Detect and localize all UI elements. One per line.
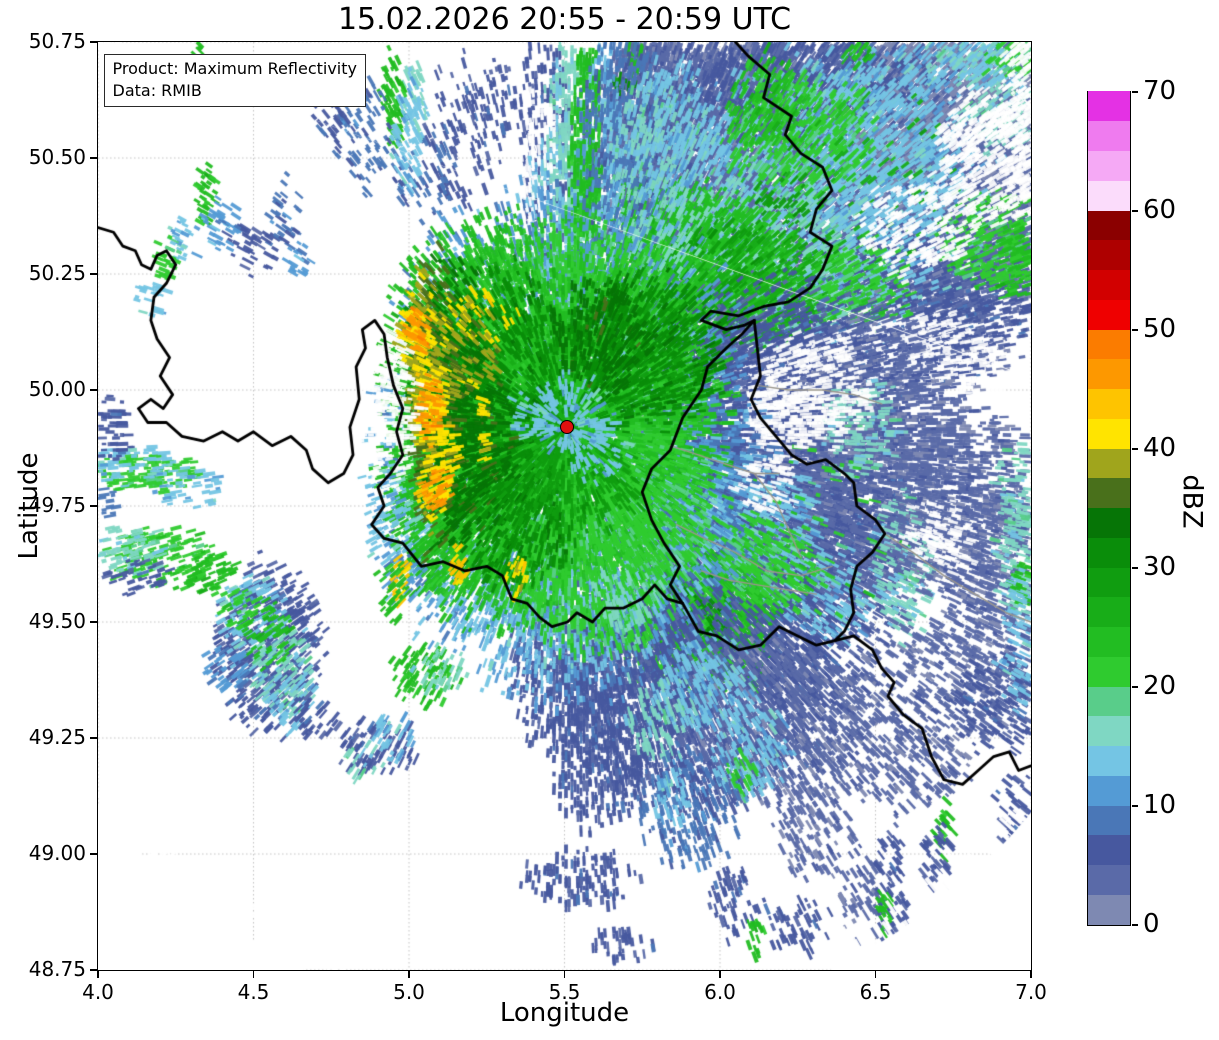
colorbar-segment [1087,180,1130,211]
colorbar-tick-mark [1131,567,1138,569]
x-tick-mark [1030,971,1032,978]
y-tick-label: 49.25 [28,725,86,749]
map-plot-area: Product: Maximum Reflectivity Data: RMIB [96,40,1032,971]
colorbar-segment [1087,626,1130,657]
y-tick-mark [90,505,97,507]
colorbar-tick-label: 70 [1143,76,1177,106]
colorbar-tick-label: 0 [1143,909,1160,939]
x-tick-mark [408,971,410,978]
colorbar-segment [1087,269,1130,300]
y-tick-mark [90,621,97,623]
colorbar-tick-mark [1131,329,1138,331]
data-source-line: Data: RMIB [112,80,202,100]
x-tick-mark [252,971,255,978]
colorbar-segment [1087,537,1130,568]
x-tick-label: 5.0 [393,980,425,1004]
x-tick-mark [874,971,877,978]
colorbar-segment [1087,120,1130,151]
colorbar-tick-label: 10 [1143,790,1177,820]
product-annotation-box: Product: Maximum Reflectivity Data: RMIB [103,53,366,107]
colorbar-segment [1087,567,1130,598]
y-tick-label: 50.00 [28,377,86,401]
x-tick-label: 4.0 [82,980,114,1004]
y-tick-label: 49.75 [28,493,86,517]
colorbar-segment [1087,388,1130,419]
x-tick-label: 7.0 [1015,980,1047,1004]
colorbar-tick-label: 30 [1143,552,1177,582]
colorbar-segment [1087,477,1130,508]
colorbar-segment [1087,507,1130,538]
colorbar-tick-label: 20 [1143,671,1177,701]
colorbar-segment [1087,329,1130,360]
colorbar-tick-mark [1131,924,1138,926]
x-tick-label: 5.5 [548,980,581,1004]
colorbar-segment [1087,596,1130,627]
colorbar-segment [1087,150,1130,181]
radar-map-canvas [97,41,1031,970]
colorbar-segment [1087,805,1130,836]
x-tick-mark [97,971,99,978]
figure-title: 15.02.2026 20:55 - 20:59 UTC [337,2,792,37]
y-tick-label: 50.25 [28,261,86,285]
y-tick-mark [90,853,97,855]
colorbar-segment [1087,745,1130,776]
y-tick-mark [90,737,97,739]
colorbar-tick-mark [1131,91,1138,93]
colorbar-segment [1087,834,1130,865]
y-tick-mark [90,389,97,391]
x-tick-label: 6.5 [859,980,892,1004]
x-tick-mark [563,971,566,978]
colorbar-segment [1087,775,1130,806]
colorbar [1086,90,1131,926]
x-tick-label: 6.0 [704,980,736,1004]
colorbar-tick-mark [1131,448,1138,450]
x-tick-label: 4.5 [237,980,270,1004]
colorbar-tick-label: 40 [1143,433,1177,463]
y-tick-label: 49.00 [28,841,86,865]
colorbar-segment [1087,448,1130,479]
colorbar-tick-mark [1131,686,1138,688]
colorbar-tick-mark [1131,210,1138,212]
colorbar-segment [1087,358,1130,389]
colorbar-unit-label: dBZ [1176,474,1208,529]
y-tick-mark [90,273,97,275]
colorbar-segment [1087,418,1130,449]
colorbar-segment [1087,715,1130,746]
y-tick-mark [90,157,97,159]
product-line: Product: Maximum Reflectivity [112,58,357,78]
y-tick-label: 49.50 [28,609,86,633]
colorbar-segment [1087,239,1130,270]
colorbar-segment [1087,656,1130,687]
x-axis-label: Longitude [499,998,630,1028]
y-tick-label: 50.50 [28,145,86,169]
y-tick-mark [90,969,97,971]
radar-site-marker [560,419,575,434]
y-tick-label: 50.75 [28,29,86,53]
colorbar-tick-label: 50 [1143,314,1177,344]
y-tick-label: 48.75 [28,957,86,981]
colorbar-segment [1087,210,1130,241]
colorbar-tick-label: 60 [1143,195,1177,225]
colorbar-segment [1087,91,1130,122]
colorbar-segment [1087,894,1130,925]
x-tick-mark [719,971,721,978]
y-tick-mark [90,41,97,43]
colorbar-tick-mark [1131,805,1138,807]
colorbar-segment [1087,864,1130,895]
colorbar-segment [1087,686,1130,717]
colorbar-segments [1087,91,1130,925]
colorbar-segment [1087,299,1130,330]
